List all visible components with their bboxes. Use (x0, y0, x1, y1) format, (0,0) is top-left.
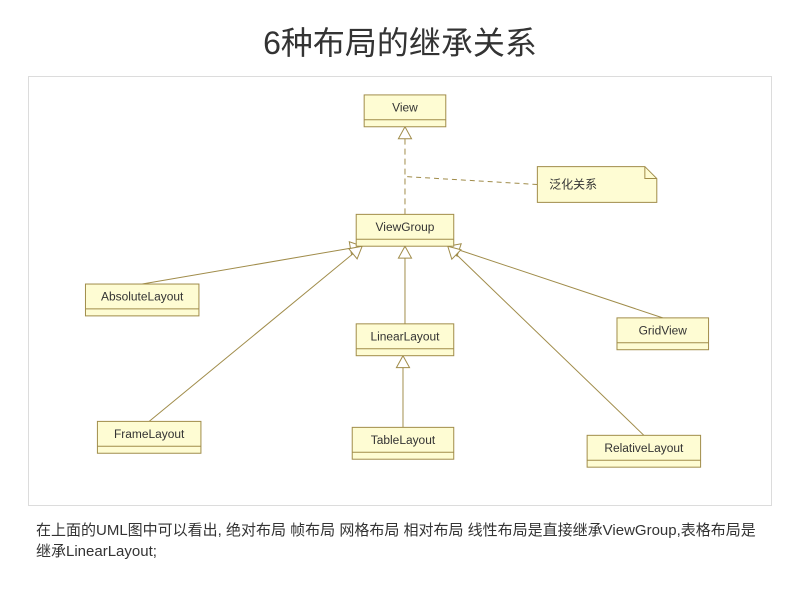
caption-text: 在上面的UML图中可以看出, 绝对布局 帧布局 网格布局 相对布局 线性布局是直… (36, 520, 764, 562)
arrowhead (398, 127, 411, 139)
class-node-absolutelayout: AbsoluteLayout (85, 284, 198, 316)
class-node-tablelayout: TableLayout (352, 427, 454, 459)
nodes-group: View ViewGroup AbsoluteLayout LinearLayout G… (85, 95, 708, 467)
class-label: GridView (639, 323, 688, 337)
uml-diagram: 泛化关系 View ViewGroup AbsoluteLayout LinearLay… (28, 76, 772, 506)
note-connector (405, 177, 537, 185)
class-node-gridview: GridView (617, 318, 709, 350)
class-label: ViewGroup (376, 220, 435, 234)
class-label: LinearLayout (370, 329, 440, 343)
page-title: 6种布局的继承关系 (0, 0, 800, 76)
edge-absolutelayout-to-viewgroup (142, 248, 350, 284)
arrowhead (396, 356, 409, 368)
note-label: 泛化关系 (549, 177, 597, 191)
class-label: FrameLayout (114, 427, 185, 441)
edge-framelayout-to-viewgroup (149, 254, 353, 422)
class-node-relativelayout: RelativeLayout (587, 435, 700, 467)
class-label: AbsoluteLayout (101, 290, 184, 304)
class-label: TableLayout (371, 433, 436, 447)
arrowhead (398, 246, 411, 258)
class-node-view: View (364, 95, 446, 127)
class-label: RelativeLayout (604, 441, 684, 455)
class-label: View (392, 101, 418, 115)
generalization-note: 泛化关系 (405, 167, 657, 203)
uml-svg: 泛化关系 View ViewGroup AbsoluteLayout LinearLay… (29, 77, 771, 505)
class-node-framelayout: FrameLayout (97, 421, 201, 453)
class-node-viewgroup: ViewGroup (356, 214, 454, 246)
class-node-linearlayout: LinearLayout (356, 324, 454, 356)
edge-gridview-to-viewgroup (459, 250, 663, 318)
edge-relativelayout-to-viewgroup (456, 255, 643, 436)
